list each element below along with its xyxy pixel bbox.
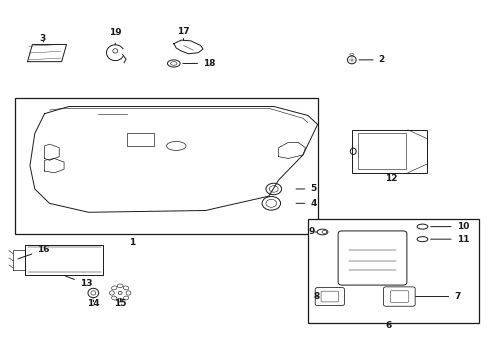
Text: 7: 7 <box>415 292 460 301</box>
Text: 9: 9 <box>308 228 317 237</box>
FancyBboxPatch shape <box>389 291 408 302</box>
Text: 8: 8 <box>313 292 320 301</box>
Bar <box>307 220 478 323</box>
Text: 12: 12 <box>384 174 396 183</box>
Bar <box>351 130 427 173</box>
Text: 17: 17 <box>177 27 189 40</box>
Text: 6: 6 <box>385 321 391 330</box>
FancyBboxPatch shape <box>337 231 406 285</box>
Text: 10: 10 <box>430 222 468 231</box>
FancyBboxPatch shape <box>321 291 338 302</box>
Text: 2: 2 <box>358 55 384 64</box>
Text: 5: 5 <box>295 184 316 193</box>
Text: 18: 18 <box>183 59 215 68</box>
Text: 16: 16 <box>18 246 50 259</box>
Text: 14: 14 <box>87 299 100 308</box>
Text: 11: 11 <box>430 235 468 244</box>
Bar <box>15 98 317 234</box>
Text: 4: 4 <box>295 199 316 208</box>
FancyBboxPatch shape <box>315 288 344 306</box>
FancyBboxPatch shape <box>383 287 414 306</box>
Bar <box>127 134 154 146</box>
Text: 3: 3 <box>39 34 45 43</box>
Text: 1: 1 <box>129 238 135 247</box>
Bar <box>357 134 406 169</box>
Text: 13: 13 <box>65 276 92 288</box>
Text: 15: 15 <box>114 299 126 308</box>
Text: 19: 19 <box>109 28 122 45</box>
